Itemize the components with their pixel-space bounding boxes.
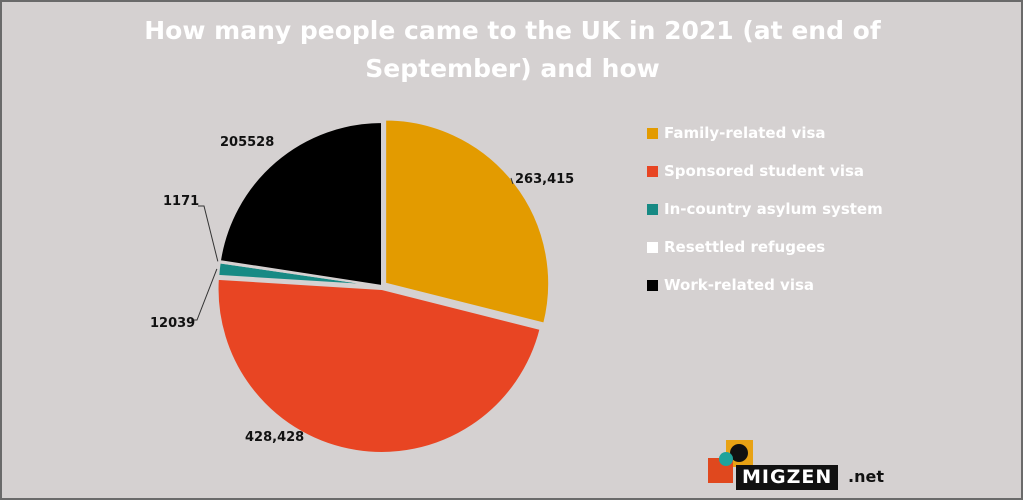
legend-item-resettled-refugees: Resettled refugees [647, 228, 883, 266]
legend-label: Resettled refugees [664, 238, 826, 256]
legend-item-work-related-visa: Work-related visa [647, 266, 883, 304]
legend-swatch [647, 203, 658, 215]
legend-label: In-country asylum system [664, 200, 883, 218]
legend-swatch [647, 165, 658, 177]
legend-label: Work-related visa [664, 276, 815, 294]
legend-item-in-country-asylum-system: In-country asylum system [647, 190, 883, 228]
pie-slice-family-related-visa [384, 118, 551, 325]
logo-word: MIGZEN [736, 465, 839, 490]
data-label-family-related-visa: 263,415 [515, 172, 574, 187]
legend-swatch [647, 241, 658, 253]
data-label-sponsored-student-visa: 428,428 [245, 430, 304, 445]
leader-line-family-related-visa [510, 177, 514, 185]
legend-label: Sponsored student visa [664, 162, 865, 180]
data-label-resettled-refugees: 1171 [163, 194, 199, 209]
legend-swatch [647, 127, 658, 139]
pie-slice-sponsored-student-visa [216, 277, 542, 454]
legend-item-family-related-visa: Family-related visa [647, 114, 883, 152]
logo-suffix: .net [848, 467, 884, 486]
migzen-logo: MIGZEN .net [706, 438, 886, 493]
legend: Family-related visa Sponsored student vis… [647, 114, 883, 304]
chart-title: How many people came to the UK in 2021 (… [144, 16, 881, 83]
data-label-work-related-visa: 205528 [220, 135, 274, 150]
legend-label: Family-related visa [664, 124, 826, 142]
legend-item-sponsored-student-visa: Sponsored student visa [647, 152, 883, 190]
leader-line-resettled-refugees [198, 205, 219, 262]
legend-swatch [647, 279, 658, 291]
pie-slice-work-related-visa [218, 120, 383, 288]
leader-line-in-country-asylum-system [191, 268, 218, 321]
data-label-in-country-asylum-system: 12039 [150, 316, 195, 331]
